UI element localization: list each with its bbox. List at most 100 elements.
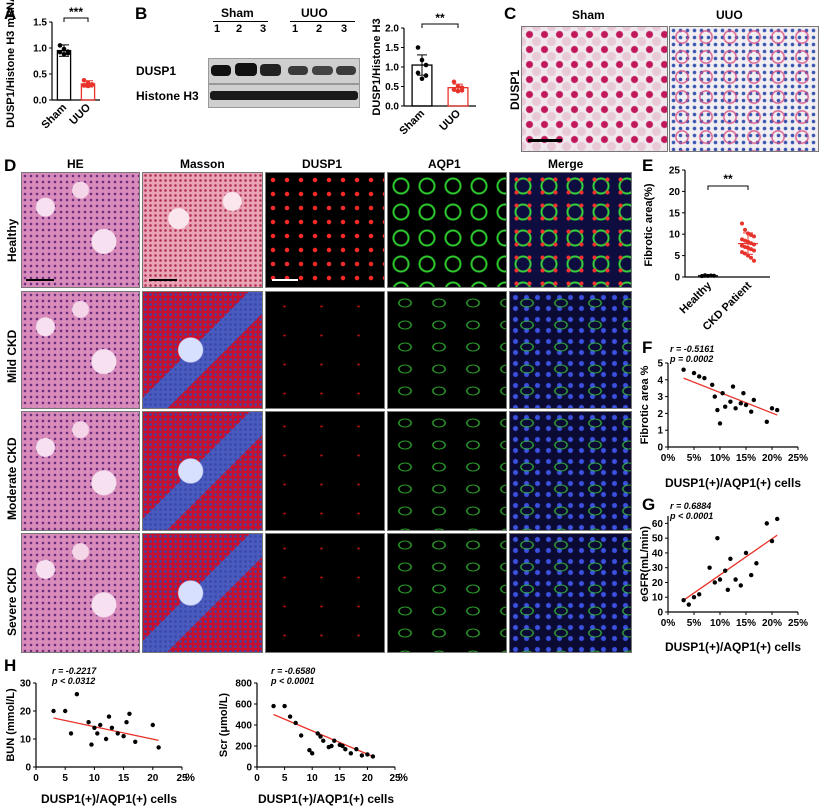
data-point bbox=[332, 738, 337, 743]
panel-label-c: C bbox=[504, 4, 517, 23]
data-point bbox=[740, 250, 744, 255]
x-tick-label: 10% bbox=[710, 618, 730, 629]
ihc-image-sham bbox=[521, 26, 668, 152]
y-tick-label: 25 bbox=[669, 166, 681, 177]
blot-band bbox=[336, 66, 356, 75]
data-point bbox=[287, 714, 293, 719]
x-axis-label: DUSP1(+)/AQP1(+) cells bbox=[41, 792, 177, 806]
y-axis-label: Fibrotic area(%) bbox=[643, 183, 655, 266]
x-tick-label: 0% bbox=[661, 453, 676, 464]
band-label-dusp1: DUSP1 bbox=[136, 64, 177, 78]
panel-label-h: H bbox=[4, 656, 17, 675]
y-tick-label: 800 bbox=[235, 679, 252, 690]
data-point bbox=[359, 753, 365, 758]
micrograph-he-moderate bbox=[21, 411, 140, 531]
data-point bbox=[740, 221, 744, 226]
data-point bbox=[321, 738, 326, 743]
y-tick-label: 1.0 bbox=[33, 44, 47, 55]
micrograph-merge-healthy bbox=[509, 172, 632, 288]
y-tick-label: 0 bbox=[246, 763, 252, 774]
blot-band bbox=[312, 66, 333, 75]
data-point bbox=[691, 595, 697, 600]
data-point bbox=[57, 43, 63, 48]
panel-label-g: G bbox=[642, 495, 656, 514]
chart-h-scr: 0 200 400 600 800 0 5 10 15 20 25% Scr (μmol/L) DUSP… bbox=[218, 666, 408, 806]
lane-number: 3 bbox=[341, 23, 348, 35]
y-tick-label: 1.5 bbox=[33, 18, 47, 29]
x-tick-label: 25% bbox=[788, 618, 808, 629]
data-point bbox=[769, 538, 775, 544]
data-point bbox=[720, 391, 725, 396]
data-point bbox=[764, 521, 769, 526]
y-tick-label: 60 bbox=[652, 519, 664, 530]
data-point bbox=[717, 577, 723, 582]
micrograph-he-mild bbox=[21, 291, 140, 409]
data-point bbox=[733, 406, 738, 411]
micrograph-dusp1-moderate bbox=[265, 411, 385, 531]
y-tick-label: 20 bbox=[652, 578, 664, 589]
y-tick-label: 20 bbox=[20, 707, 32, 718]
grid-col-masson: Masson bbox=[180, 157, 225, 171]
significance-bracket bbox=[707, 185, 749, 190]
y-tick-label: 1.5 bbox=[385, 43, 399, 54]
lane-number: 3 bbox=[260, 23, 267, 35]
y-tick-label: 30 bbox=[652, 563, 664, 574]
stat-r: r = -0.5161 bbox=[670, 344, 714, 354]
data-point bbox=[65, 50, 71, 56]
data-point bbox=[293, 720, 298, 726]
data-point bbox=[455, 88, 461, 94]
x-tick-label: 25 bbox=[176, 773, 188, 784]
data-point bbox=[310, 751, 315, 756]
data-point bbox=[712, 394, 717, 399]
data-point bbox=[740, 237, 744, 242]
data-point bbox=[92, 725, 97, 730]
x-tick-label: 20% bbox=[762, 453, 782, 464]
x-tick-label: 0 bbox=[33, 773, 39, 784]
scale-bar bbox=[149, 279, 177, 281]
y-tick-label: 5 bbox=[674, 251, 680, 262]
blot-strip-histone bbox=[208, 84, 360, 108]
data-point bbox=[298, 733, 304, 738]
data-point bbox=[103, 736, 109, 742]
x-tick-label: 20 bbox=[147, 773, 159, 784]
grid-row-moderate: Moderate CKD bbox=[5, 437, 19, 520]
data-point bbox=[728, 556, 733, 562]
micrograph-masson-moderate bbox=[142, 411, 263, 531]
data-point bbox=[419, 76, 425, 81]
data-point bbox=[738, 401, 743, 406]
grid-row-healthy: Healthy bbox=[5, 218, 19, 262]
data-point bbox=[743, 402, 749, 408]
y-tick-label: 2 bbox=[657, 409, 663, 420]
chart-f: 0 1 2 3 4 5 0% 5% 10% 15% 20% 25% Fibrotic area % DUS… bbox=[640, 344, 808, 490]
ihc-col-sham: Sham bbox=[572, 8, 605, 22]
data-point bbox=[707, 565, 712, 570]
data-point bbox=[121, 734, 126, 739]
x-tick-label: UUO bbox=[437, 107, 463, 133]
y-tick-label: 0.0 bbox=[33, 96, 47, 107]
data-point bbox=[752, 258, 756, 263]
data-point bbox=[89, 82, 95, 88]
data-point bbox=[415, 70, 421, 76]
data-point bbox=[459, 88, 465, 93]
grid-col-dusp1: DUSP1 bbox=[302, 157, 343, 171]
data-point bbox=[686, 602, 691, 607]
data-point bbox=[715, 407, 720, 413]
panel-label-f: F bbox=[642, 338, 653, 357]
scale-bar bbox=[272, 279, 298, 281]
y-tick-label: 600 bbox=[235, 700, 252, 711]
data-point bbox=[61, 51, 67, 57]
data-point bbox=[81, 77, 87, 83]
data-point bbox=[95, 731, 100, 736]
micrograph-dusp1-healthy bbox=[265, 172, 385, 288]
x-tick-label: 10 bbox=[307, 773, 319, 784]
data-point bbox=[51, 708, 56, 714]
x-tick-label: 15% bbox=[736, 453, 756, 464]
data-point bbox=[738, 583, 743, 588]
y-tick-label: 15 bbox=[669, 208, 681, 219]
micrograph-he-severe bbox=[21, 533, 140, 653]
data-point bbox=[723, 404, 728, 409]
y-tick-label: 50 bbox=[652, 534, 664, 545]
data-point bbox=[85, 83, 91, 89]
